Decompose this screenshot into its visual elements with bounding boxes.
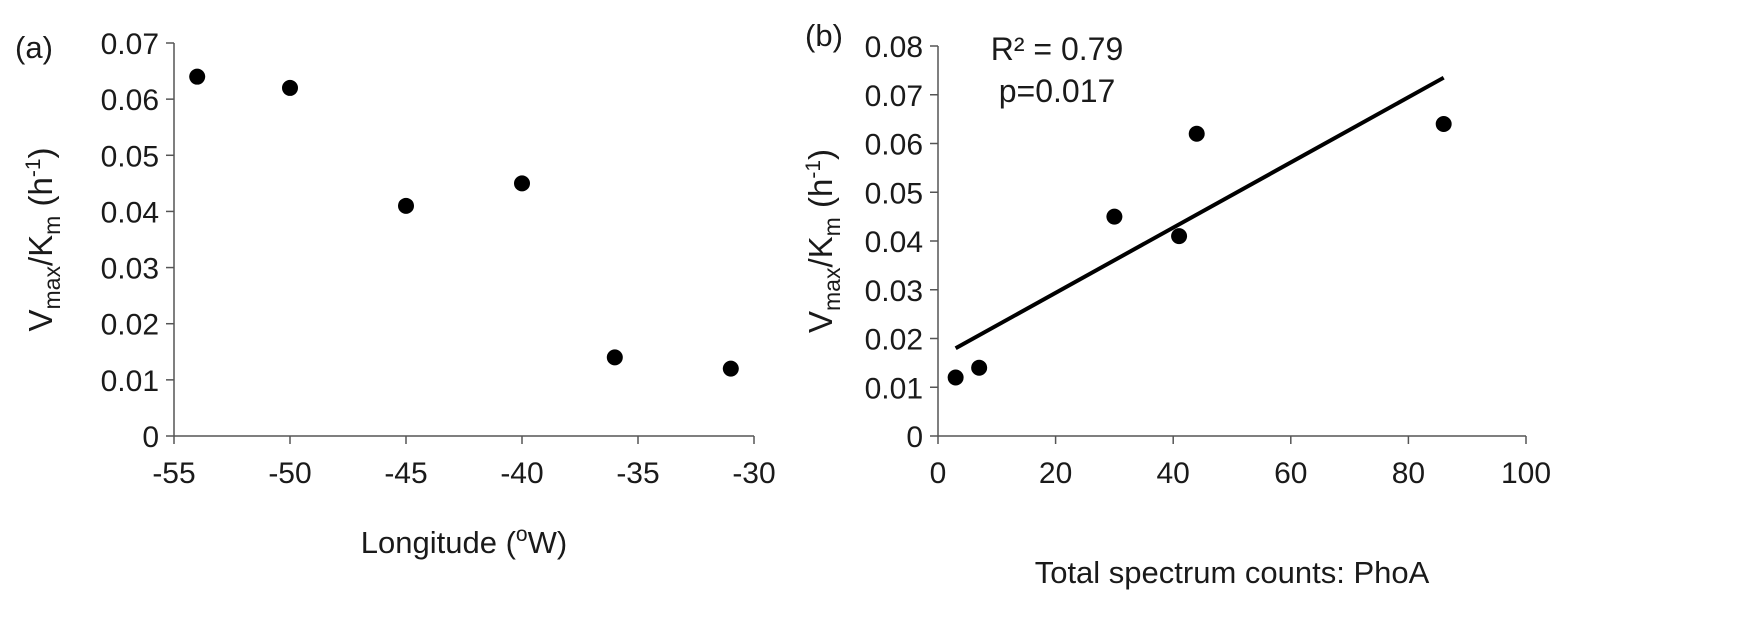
x-tick-label: 20 xyxy=(1039,457,1072,490)
data-point xyxy=(189,68,206,85)
data-point xyxy=(722,360,739,377)
panel-label: (b) xyxy=(805,18,843,53)
y-tick-label: 0.02 xyxy=(865,324,923,357)
x-tick-label: -35 xyxy=(616,457,659,490)
x-tick-label: 100 xyxy=(1501,457,1551,490)
y-tick-label: 0 xyxy=(906,421,923,454)
data-point xyxy=(1188,125,1205,142)
x-tick-label: 0 xyxy=(930,457,947,490)
y-tick-label: 0.01 xyxy=(865,372,923,405)
y-tick-label: 0.03 xyxy=(865,275,923,308)
data-point xyxy=(1435,116,1452,132)
y-tick-label: 0.06 xyxy=(865,129,923,162)
y-tick-label: 0.04 xyxy=(865,226,923,259)
x-axis-label: Longitude (oW) xyxy=(361,523,567,560)
x-axis-label: Total spectrum counts: PhoA xyxy=(1035,555,1430,590)
y-tick-label: 0.05 xyxy=(101,140,159,173)
annotation: p=0.017 xyxy=(999,73,1116,109)
data-point xyxy=(514,175,530,192)
data-point xyxy=(282,79,298,96)
y-tick-label: 0.07 xyxy=(865,80,923,113)
y-tick-label: 0 xyxy=(142,421,159,454)
panel-label: (a) xyxy=(15,30,53,65)
chart-a: 0 0.01 0.02 0.03 0.04 0.05 0.06 0.07 -55 -50 -45 -4… xyxy=(15,28,776,560)
data-point xyxy=(1171,228,1188,245)
data-point xyxy=(606,349,623,366)
y-tick-label: 0.08 xyxy=(865,31,923,64)
annotation: R² = 0.79 xyxy=(991,31,1124,67)
chart-b: 0 0.01 0.02 0.03 0.04 0.05 0.06 0.07 0.08 0 20 40 60… xyxy=(802,18,1551,590)
x-tick-label: 40 xyxy=(1157,457,1190,490)
data-point xyxy=(971,359,988,376)
y-tick-label: 0.07 xyxy=(101,28,159,61)
data-point xyxy=(947,369,964,386)
x-tick-label: -40 xyxy=(500,457,543,490)
trendline xyxy=(954,75,1445,350)
x-tick-label: 80 xyxy=(1392,457,1425,490)
y-axis-label: Vmax/Km (h-1) xyxy=(802,149,845,333)
y-tick-label: 0.02 xyxy=(101,309,159,342)
y-tick-label: 0.01 xyxy=(101,365,159,398)
x-tick-label: -50 xyxy=(268,457,311,490)
x-tick-label: -55 xyxy=(152,457,195,490)
x-tick-label: 60 xyxy=(1274,457,1307,490)
panel-b: 0 0.01 0.02 0.03 0.04 0.05 0.06 0.07 0.08 0 20 40 60… xyxy=(790,0,1753,621)
data-point xyxy=(398,197,414,214)
y-tick-label: 0.05 xyxy=(865,177,923,210)
x-tick-label: -30 xyxy=(732,457,775,490)
data-point xyxy=(1106,208,1123,225)
panel-a: 0 0.01 0.02 0.03 0.04 0.05 0.06 0.07 -55 -50 -45 -4… xyxy=(0,0,790,621)
y-tick-label: 0.06 xyxy=(101,84,159,117)
x-tick-label: -45 xyxy=(384,457,427,490)
y-axis-label: Vmax/Km (h-1) xyxy=(22,147,65,331)
y-tick-label: 0.04 xyxy=(101,196,159,229)
y-tick-label: 0.03 xyxy=(101,253,159,286)
